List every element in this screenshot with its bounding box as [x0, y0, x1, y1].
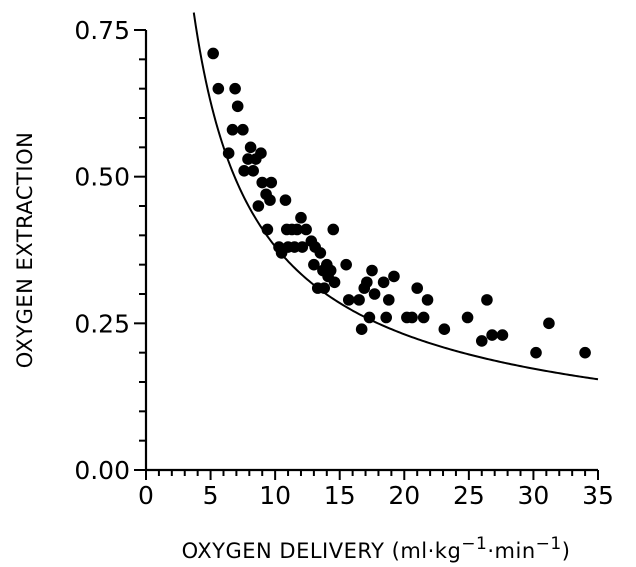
data-point [368, 288, 381, 300]
data-point [421, 294, 434, 306]
x-tick-label: 15 [324, 481, 356, 510]
x-tick-label: 0 [138, 481, 154, 510]
x-tick-label: 20 [388, 481, 420, 510]
data-point [411, 282, 424, 294]
data-point [377, 276, 390, 289]
fit-curve [192, 12, 599, 381]
x-tick-label: 5 [203, 481, 219, 510]
x-tick-label: 30 [518, 481, 550, 510]
data-point [340, 258, 352, 271]
data-point [318, 282, 331, 294]
axis-tick-labels: 0 5 10 15 20 25 30 35 0.00 0.25 0.50 0.75 [74, 16, 614, 510]
data-point [226, 123, 239, 136]
data-point [342, 294, 355, 306]
data-point [300, 223, 312, 236]
data-point [279, 194, 292, 206]
data-point [324, 264, 337, 277]
data-point [388, 270, 400, 283]
data-point [308, 258, 320, 271]
x-tick-label: 10 [259, 481, 291, 510]
y-tick-label: 0.25 [74, 309, 130, 338]
data-point [353, 294, 365, 306]
x-tick-label: 35 [582, 481, 614, 510]
data-point [417, 311, 430, 324]
data-point [207, 47, 219, 60]
axes [144, 30, 598, 472]
data-point [296, 241, 309, 253]
data-point [461, 311, 474, 324]
y-tick-label: 0.75 [74, 16, 130, 45]
data-point [295, 211, 307, 224]
data-point [255, 147, 267, 159]
data-point [530, 346, 542, 359]
data-point [328, 276, 341, 289]
data-point [366, 264, 378, 277]
data-point [229, 82, 241, 95]
data-point [244, 141, 257, 154]
data-point [261, 223, 274, 236]
data-point [252, 200, 265, 212]
data-point [579, 346, 591, 359]
data-point [291, 223, 303, 236]
data-point [237, 123, 249, 136]
data-point [361, 276, 373, 289]
data-point [256, 176, 269, 189]
y-tick-label: 0.00 [74, 456, 130, 485]
data-points [207, 47, 591, 359]
data-point [327, 223, 340, 236]
data-point [481, 294, 493, 306]
data-point [231, 100, 244, 113]
data-point [543, 317, 555, 330]
data-point [486, 329, 498, 341]
data-point [355, 323, 368, 336]
data-point [314, 247, 327, 259]
data-point [438, 323, 451, 336]
data-point [382, 294, 395, 306]
y-axis-title: OXYGEN EXTRACTION [13, 132, 37, 369]
x-axis-title: OXYGEN DELIVERY (ml·kg−1·min−1) [182, 534, 571, 563]
data-point [265, 176, 278, 189]
x-tick-label: 25 [453, 481, 485, 510]
data-point [406, 311, 418, 324]
axis-ticks [134, 29, 599, 480]
data-point [496, 329, 509, 341]
y-tick-label: 0.50 [74, 163, 130, 192]
data-point [475, 335, 488, 347]
data-point [380, 311, 393, 324]
data-point [212, 82, 225, 95]
data-point [363, 311, 376, 324]
data-point [238, 165, 250, 177]
data-point [264, 194, 276, 206]
data-point [247, 165, 259, 177]
data-point [222, 147, 235, 159]
